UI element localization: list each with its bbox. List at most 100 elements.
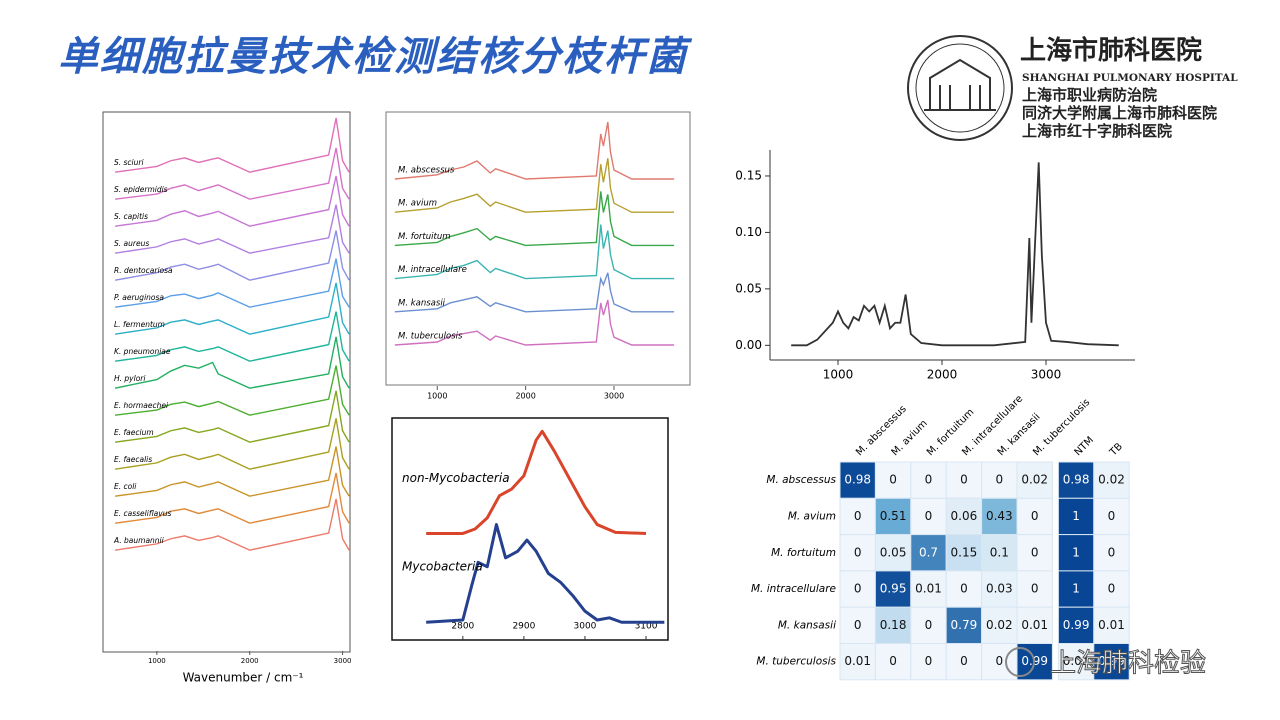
spectrum-line xyxy=(114,175,350,227)
curve-line xyxy=(426,523,665,624)
heatmap-cell xyxy=(981,570,1018,608)
cell-label: 0 xyxy=(960,582,968,596)
series-label: M. intracellulare xyxy=(398,265,467,275)
series-label: S. capitis xyxy=(114,212,148,221)
series-label: R. dentocariosa xyxy=(114,266,173,275)
column-label: TB xyxy=(1107,441,1125,459)
cell-label: 0.01 xyxy=(844,654,871,668)
cell-label: 0 xyxy=(925,618,933,632)
spectrum-line xyxy=(114,446,350,497)
series-label: K. pneumoniae xyxy=(114,347,171,356)
spectrum-line xyxy=(114,365,350,416)
x-tick-label: 3100 xyxy=(635,622,658,632)
curve-line xyxy=(426,429,647,535)
cell-label: 1 xyxy=(1072,545,1080,559)
series-label: E. faecium xyxy=(114,428,154,437)
cell-label: 0 xyxy=(854,509,862,523)
series-label: L. fermentum xyxy=(114,320,165,329)
cell-label: 0.01 xyxy=(1063,654,1090,668)
cell-label: 0.43 xyxy=(986,509,1013,523)
heatmap-cell xyxy=(981,461,1018,499)
spectrum-line xyxy=(394,158,675,213)
cell-label: 0.98 xyxy=(844,473,871,487)
spectrum-line xyxy=(791,162,1119,347)
cell-label: 0.03 xyxy=(986,582,1013,596)
hospital-name: 上海市肺科医院 xyxy=(1020,35,1202,66)
x-tick-label: 2000 xyxy=(515,392,535,401)
x-tick-label: 2800 xyxy=(451,622,474,632)
x-tick-label: 3000 xyxy=(334,657,352,665)
cell-label: 0.02 xyxy=(1098,473,1125,487)
cell-label: 0.51 xyxy=(880,509,907,523)
row-label: M. kansasii xyxy=(778,619,836,631)
chart-frame xyxy=(102,111,351,653)
cell-label: 0.98 xyxy=(1063,473,1090,487)
cell-label: 0 xyxy=(925,654,933,668)
heatmap-cell xyxy=(1016,497,1053,536)
spectrum-line xyxy=(114,498,350,551)
heatmap-cell xyxy=(910,606,947,645)
heatmap-cell xyxy=(1093,643,1130,681)
watermark-icon xyxy=(1005,647,1035,677)
y-tick-label: 0.00 xyxy=(735,338,762,352)
row-label: M. tuberculosis xyxy=(756,656,836,668)
row-label: M. fortuitum xyxy=(771,547,836,559)
series-label: non-Mycobacteria xyxy=(402,471,510,485)
hospital-line: 上海市红十字肺科医院 xyxy=(1022,122,1172,140)
cell-label: 1 xyxy=(1072,582,1080,596)
cell-label: 0.1 xyxy=(990,545,1009,559)
cell-label: 0 xyxy=(889,473,897,487)
series-label: E. coli xyxy=(114,482,137,491)
heatmap-cell xyxy=(1057,461,1095,499)
cell-label: 0.15 xyxy=(951,545,978,559)
cell-label: 0.01 xyxy=(1098,618,1125,632)
cell-label: 0.02 xyxy=(1021,473,1048,487)
hospital-line: 同济大学附属上海市肺科医院 xyxy=(1022,104,1217,122)
series-label: E. hormaechei xyxy=(114,401,169,410)
x-tick-label: 1000 xyxy=(427,392,447,401)
hospital-seal xyxy=(907,35,1013,141)
cell-label: 0.7 xyxy=(919,545,938,559)
cell-label: 0 xyxy=(1108,509,1116,523)
y-tick-label: 0.15 xyxy=(735,168,762,182)
spectrum-line xyxy=(394,224,675,280)
cell-label: 0 xyxy=(889,654,897,668)
heatmap-cell xyxy=(839,606,876,645)
heatmap-cell xyxy=(874,606,912,645)
cell-label: 0 xyxy=(995,473,1003,487)
cell-label: 0 xyxy=(925,509,933,523)
cell-label: 0.05 xyxy=(880,545,907,559)
spectrum-line xyxy=(114,282,350,335)
spectrum-line xyxy=(114,418,350,470)
row-label: M. avium xyxy=(788,510,836,522)
cell-label: 0 xyxy=(960,473,968,487)
x-tick-label: 1000 xyxy=(823,368,854,382)
spectrum-line xyxy=(114,258,350,308)
cell-label: 0 xyxy=(1031,545,1039,559)
series-label: Mycobacteria xyxy=(402,560,483,574)
heatmap-cell xyxy=(945,461,983,499)
cell-label: 0.01 xyxy=(1021,618,1048,632)
heatmap-cell xyxy=(1016,570,1053,608)
series-label: M. kansasii xyxy=(398,298,446,308)
cell-label: 0 xyxy=(1108,545,1116,559)
heatmap-cell xyxy=(1016,606,1053,645)
spectrum-line xyxy=(394,191,675,247)
spectrum-line xyxy=(114,311,350,362)
watermark: 上海肺科检验 xyxy=(1050,649,1206,679)
series-label: E. faecalis xyxy=(114,455,152,464)
heatmap-cell xyxy=(874,643,912,681)
cell-label: 0.79 xyxy=(951,618,978,632)
heatmap-cell xyxy=(910,461,947,499)
spectrum-line xyxy=(114,336,350,389)
heatmap-cell xyxy=(1093,570,1130,608)
cell-label: 0 xyxy=(925,473,933,487)
heatmap-cell xyxy=(874,534,912,572)
cell-label: 0.06 xyxy=(951,509,978,523)
series-label: A. baumannii xyxy=(113,536,165,545)
heatmap-cell xyxy=(1057,497,1095,536)
cell-label: 0.01 xyxy=(915,582,942,596)
cell-label: 0.95 xyxy=(880,582,907,596)
